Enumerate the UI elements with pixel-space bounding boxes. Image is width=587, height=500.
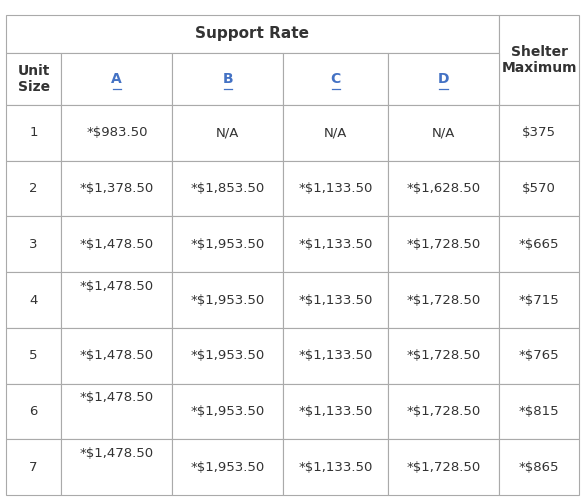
Bar (172, 105, 284, 160)
Bar (172, 272, 284, 328)
Bar (172, 440, 284, 495)
Text: 3: 3 (29, 238, 38, 251)
Text: N/A: N/A (324, 126, 348, 140)
Text: *$1,728.50: *$1,728.50 (406, 405, 481, 418)
Text: D: D (438, 72, 449, 86)
Bar (388, 52, 499, 105)
Text: Support Rate: Support Rate (195, 26, 309, 42)
Text: *$665: *$665 (519, 238, 559, 251)
Text: C: C (330, 72, 340, 86)
Bar (6, 328, 61, 384)
Bar (172, 160, 284, 216)
Bar (499, 216, 579, 272)
Bar (6, 105, 61, 160)
Bar (388, 384, 499, 440)
Bar (6, 440, 61, 495)
Text: *$1,133.50: *$1,133.50 (298, 238, 373, 251)
Text: *$1,478.50: *$1,478.50 (80, 280, 154, 292)
Text: *$815: *$815 (519, 405, 559, 418)
Text: $570: $570 (522, 182, 556, 195)
Text: *$1,133.50: *$1,133.50 (298, 349, 373, 362)
Text: Unit
Size: Unit Size (18, 64, 50, 94)
Bar (61, 328, 172, 384)
Text: *$1,628.50: *$1,628.50 (406, 182, 481, 195)
Text: 4: 4 (29, 294, 38, 306)
Text: *$765: *$765 (519, 349, 559, 362)
Bar (172, 328, 284, 384)
Bar (284, 272, 388, 328)
Bar (284, 160, 388, 216)
Bar (61, 52, 172, 105)
Text: *$1,728.50: *$1,728.50 (406, 294, 481, 306)
Bar (284, 105, 388, 160)
Bar (61, 216, 172, 272)
Bar (61, 160, 172, 216)
Text: *$1,728.50: *$1,728.50 (406, 460, 481, 473)
Bar (6, 15, 499, 52)
Bar (6, 160, 61, 216)
Bar (388, 328, 499, 384)
Text: *$715: *$715 (519, 294, 559, 306)
Bar (6, 272, 61, 328)
Bar (172, 384, 284, 440)
Bar (499, 272, 579, 328)
Bar (284, 440, 388, 495)
Bar (388, 105, 499, 160)
Text: N/A: N/A (216, 126, 239, 140)
Bar (172, 216, 284, 272)
Bar (388, 440, 499, 495)
Text: *$1,478.50: *$1,478.50 (80, 238, 154, 251)
Bar (172, 52, 284, 105)
Bar (6, 216, 61, 272)
Text: 6: 6 (29, 405, 38, 418)
Text: *$1,953.50: *$1,953.50 (191, 238, 265, 251)
Bar (388, 272, 499, 328)
Bar (61, 440, 172, 495)
Text: 7: 7 (29, 460, 38, 473)
Text: *$1,728.50: *$1,728.50 (406, 238, 481, 251)
Text: *$1,133.50: *$1,133.50 (298, 294, 373, 306)
Text: *$1,953.50: *$1,953.50 (191, 405, 265, 418)
Bar (284, 216, 388, 272)
Bar (61, 272, 172, 328)
Text: *$1,953.50: *$1,953.50 (191, 294, 265, 306)
Text: 5: 5 (29, 349, 38, 362)
Text: *$865: *$865 (519, 460, 559, 473)
Text: *$1,953.50: *$1,953.50 (191, 460, 265, 473)
Text: N/A: N/A (432, 126, 455, 140)
Text: *$1,728.50: *$1,728.50 (406, 349, 481, 362)
Text: *$1,478.50: *$1,478.50 (80, 391, 154, 404)
Bar (499, 105, 579, 160)
Text: 2: 2 (29, 182, 38, 195)
Text: *$1,478.50: *$1,478.50 (80, 349, 154, 362)
Text: 1: 1 (29, 126, 38, 140)
Text: Shelter
Maximum: Shelter Maximum (501, 45, 577, 75)
Bar (284, 52, 388, 105)
Bar (61, 384, 172, 440)
Text: B: B (222, 72, 233, 86)
Text: *$983.50: *$983.50 (86, 126, 147, 140)
Text: *$1,953.50: *$1,953.50 (191, 349, 265, 362)
Text: $375: $375 (522, 126, 556, 140)
Bar (6, 384, 61, 440)
Text: *$1,133.50: *$1,133.50 (298, 405, 373, 418)
Text: *$1,478.50: *$1,478.50 (80, 446, 154, 460)
Bar (499, 440, 579, 495)
Bar (499, 384, 579, 440)
Bar (499, 15, 579, 105)
Bar (284, 384, 388, 440)
Text: *$1,133.50: *$1,133.50 (298, 182, 373, 195)
Bar (499, 160, 579, 216)
Bar (388, 216, 499, 272)
Text: *$1,133.50: *$1,133.50 (298, 460, 373, 473)
Text: *$1,378.50: *$1,378.50 (80, 182, 154, 195)
Text: A: A (112, 72, 122, 86)
Text: *$1,853.50: *$1,853.50 (191, 182, 265, 195)
Bar (284, 328, 388, 384)
Bar (61, 105, 172, 160)
Bar (388, 160, 499, 216)
Bar (499, 328, 579, 384)
Bar (6, 52, 61, 105)
